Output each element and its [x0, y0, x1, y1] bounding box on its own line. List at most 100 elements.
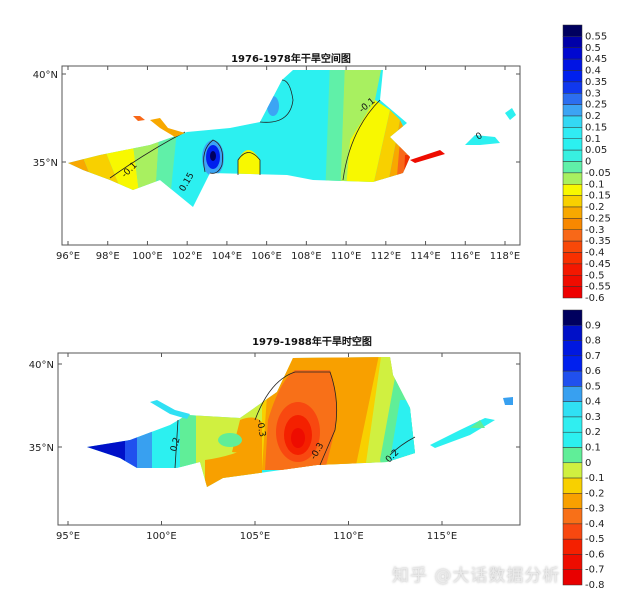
colorbar-bin [562, 240, 583, 253]
colorbar-label: 0.8 [585, 336, 601, 347]
region-fragment [503, 397, 513, 405]
colorbar-bin [562, 508, 583, 525]
colorbar-label: -0.5 [585, 534, 605, 545]
colorbar-label: -0.5 [585, 270, 605, 281]
colorbar-label: -0.2 [585, 488, 605, 499]
colorbar-label: 0.5 [585, 43, 601, 54]
colorbar-bin [562, 370, 583, 387]
lon-tick-label: 108°E [291, 251, 321, 262]
region-fragment [505, 108, 516, 120]
colorbar-label: -0.7 [585, 565, 605, 576]
colorbar-label: 0.3 [585, 88, 601, 99]
region-fragment [133, 116, 145, 121]
colorbar-label: -0.4 [585, 519, 605, 530]
colorbar-label: 0.3 [585, 412, 601, 423]
colorbar-label: -0.6 [585, 549, 605, 560]
colorbar-label: 0.4 [585, 397, 601, 408]
colorbar-bin [562, 309, 583, 326]
contour-label: -0.3 [254, 419, 267, 438]
colorbar-label: -0.3 [585, 504, 605, 515]
colorbar-bin [562, 431, 583, 448]
lat-tick-label: 35°N [33, 158, 58, 169]
colorbar-label: 0.2 [585, 427, 601, 438]
map-title: 1979-1988年干旱时空图 [252, 335, 372, 348]
lon-tick-label: 112°E [371, 251, 401, 262]
colorbar-label: -0.55 [585, 282, 611, 293]
colorbar-label: 0.9 [585, 320, 601, 331]
colorbar-label: 0.45 [585, 54, 607, 65]
lon-tick-label: 115°E [427, 531, 457, 542]
colorbar-bin [562, 70, 583, 83]
colorbar-bin [562, 263, 583, 276]
contour-lines [174, 371, 416, 469]
lon-tick-label: 114°E [410, 251, 440, 262]
contour-label: 0 [475, 131, 485, 143]
colorbar-label: 0.7 [585, 351, 601, 362]
colorbar-label: 0.05 [585, 145, 607, 156]
colorbar-bin [562, 554, 583, 570]
colorbar-bin [562, 36, 583, 48]
colorbar-label: 0.15 [585, 122, 607, 133]
contour-fill [68, 70, 410, 207]
colorbar-bin [562, 523, 583, 540]
colorbar-label: 0 [585, 458, 591, 469]
colorbar-bin [562, 286, 583, 299]
colorbar-bin [562, 538, 583, 555]
lon-tick-label: 106°E [251, 251, 281, 262]
lon-tick-label: 95°E [56, 531, 80, 542]
colorbar-bin [562, 218, 583, 230]
colorbar-label: 0.1 [585, 443, 601, 454]
colorbar-bin [562, 184, 583, 196]
colorbar-label: 0.25 [585, 100, 607, 111]
colorbar-label: -0.4 [585, 248, 605, 259]
map-top: 1976-1978年干旱空间图 [33, 52, 521, 262]
colorbar-bin [562, 115, 583, 128]
colorbar-label: -0.25 [585, 213, 611, 224]
region-fragment [410, 150, 445, 163]
lon-tick-label: 118°E [490, 251, 520, 262]
colorbar-bin [562, 93, 583, 105]
colorbar-bin [562, 416, 583, 433]
colorbar-bin [562, 462, 583, 479]
colorbar-label: -0.1 [585, 179, 605, 190]
colorbar-label: -0.8 [585, 580, 605, 591]
colorbar-bin [562, 229, 583, 242]
colorbar-label: 0.4 [585, 66, 601, 77]
lon-tick-label: 110°E [333, 531, 363, 542]
map-title: 1976-1978年干旱空间图 [231, 52, 351, 65]
lon-tick-label: 102°E [172, 251, 202, 262]
lat-tick-label: 35°N [29, 443, 54, 454]
colorbar-top: 0.550.50.450.40.350.30.250.20.150.10.050… [562, 24, 611, 304]
plot-frame [57, 352, 521, 526]
colorbar-bin [562, 149, 583, 162]
watermark: 知乎 @大话数据分析 [392, 566, 561, 586]
colorbar-bin [562, 138, 583, 151]
colorbar-label: -0.2 [585, 202, 605, 213]
colorbar-bin [562, 447, 583, 464]
colorbar-label: -0.45 [585, 259, 611, 270]
lon-tick-label: 98°E [96, 251, 120, 262]
colorbar-label: -0.05 [585, 168, 611, 179]
colorbar-label: -0.35 [585, 236, 611, 247]
colorbar-bin [562, 195, 583, 208]
colorbar-label: -0.3 [585, 225, 605, 236]
map-bottom: 1979-1988年干旱时空图 [29, 335, 521, 542]
lon-tick-label: 110°E [331, 251, 361, 262]
colorbar-bin [562, 325, 583, 341]
colorbar-label: 0.1 [585, 134, 601, 145]
region-fragment [150, 400, 190, 419]
region-fragment [430, 418, 495, 448]
lon-tick-label: 100°E [132, 251, 162, 262]
colorbar-label: 0.55 [585, 31, 607, 42]
colorbar-bin [562, 104, 583, 117]
colorbar-bin [562, 161, 583, 174]
colorbar-bin [562, 386, 583, 402]
lon-tick-label: 96°E [56, 251, 80, 262]
colorbar-bin [562, 206, 583, 219]
colorbar-label: 0 [585, 157, 591, 168]
colorbar-label: 0.35 [585, 77, 607, 88]
lon-tick-label: 100°E [146, 531, 176, 542]
axis-ticks: 40°N 35°N 95°E 100°E 105°E 110°E 115°E [29, 353, 520, 542]
colorbar-bin [562, 477, 583, 494]
plot-frame [61, 65, 521, 246]
